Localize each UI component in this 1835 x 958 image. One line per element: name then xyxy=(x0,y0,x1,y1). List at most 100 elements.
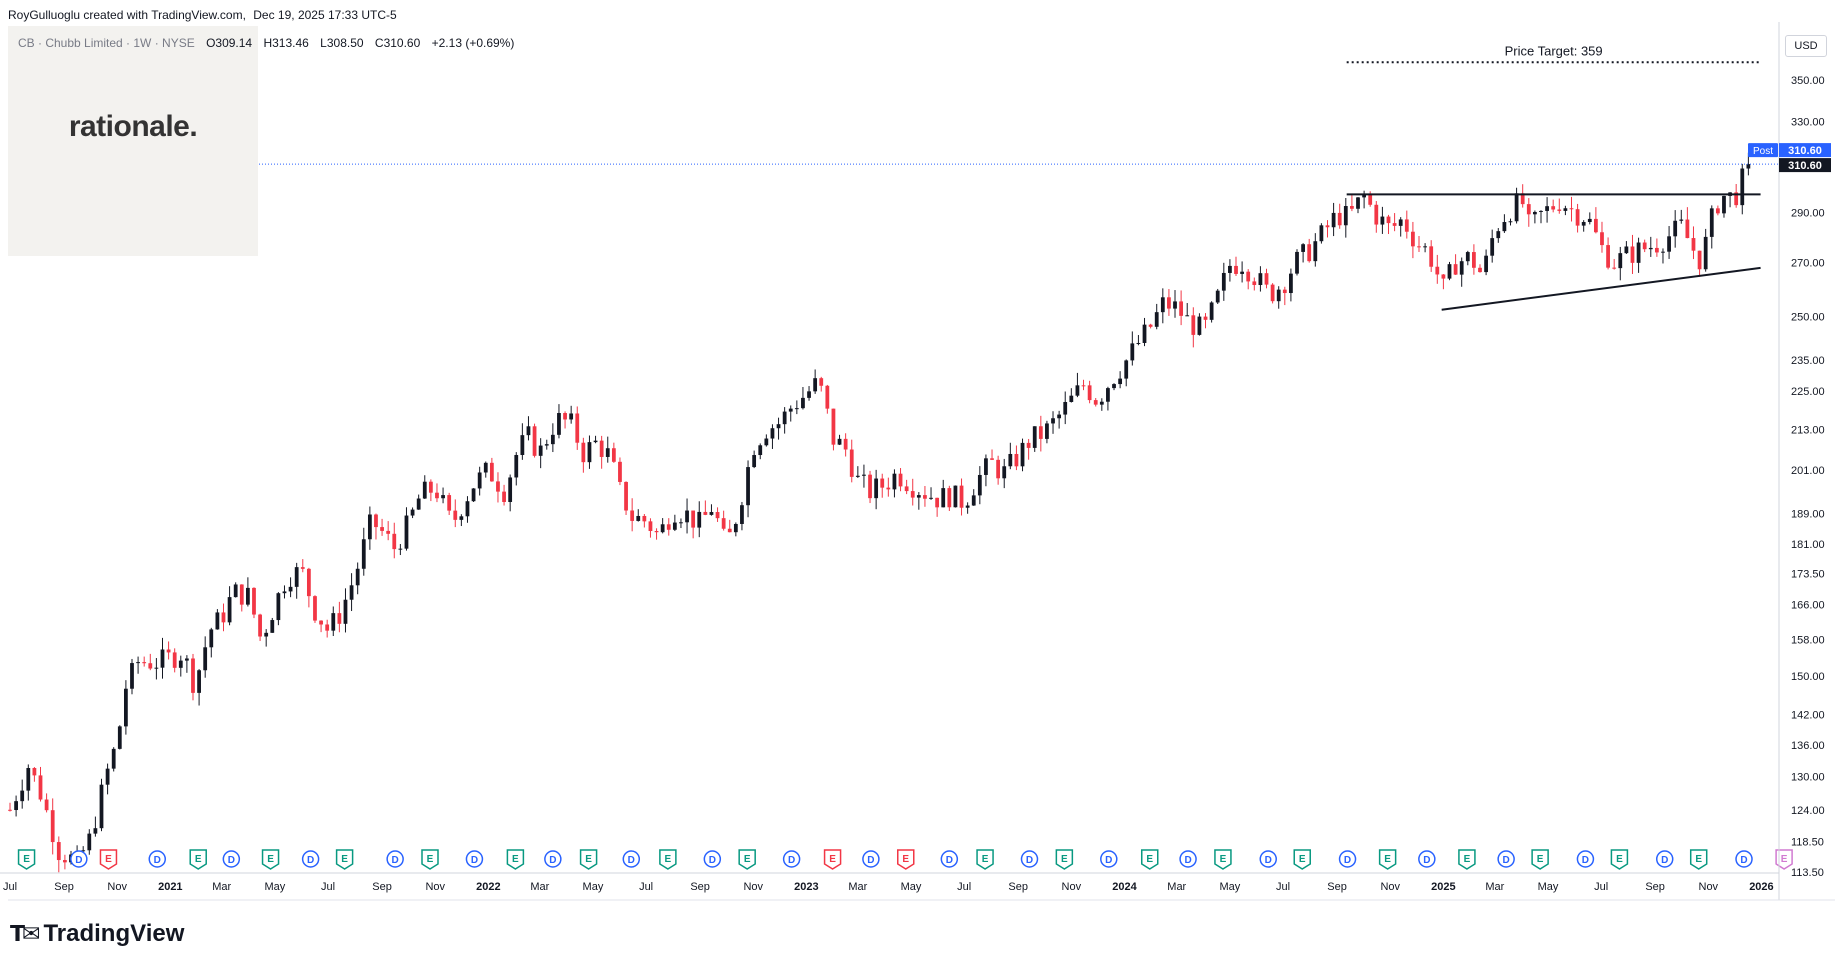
candle-body xyxy=(1069,395,1074,402)
candle-body xyxy=(276,593,281,621)
earnings-icon xyxy=(17,849,36,870)
candle-body xyxy=(1038,426,1043,439)
candle-body xyxy=(654,531,659,533)
candle-body xyxy=(1319,225,1324,242)
candle-body xyxy=(1118,378,1123,385)
candle-body xyxy=(117,726,122,749)
candle-body xyxy=(435,492,439,499)
candle-body xyxy=(758,445,763,456)
candle-body xyxy=(770,428,775,439)
candle-body xyxy=(1722,195,1726,214)
candle-body xyxy=(477,472,482,489)
time-tick-label: 2021 xyxy=(158,881,182,893)
candle-body xyxy=(313,596,317,621)
time-tick-label: Sep xyxy=(1008,881,1028,893)
candle-body xyxy=(1362,194,1366,198)
candle-body xyxy=(984,458,988,475)
candle-body xyxy=(50,810,55,843)
candle-body xyxy=(1453,264,1458,275)
candle-body xyxy=(837,438,842,445)
candle-body xyxy=(947,488,952,508)
candle-body xyxy=(361,539,366,569)
candle-body xyxy=(587,442,592,463)
dividend-icon-label: D xyxy=(1661,855,1668,866)
dividend-icon xyxy=(70,850,88,868)
candle-body xyxy=(544,444,549,446)
candle-body xyxy=(1624,246,1629,254)
dividend-icon-label: D xyxy=(1265,855,1272,866)
candle-body xyxy=(807,391,811,398)
candle-body xyxy=(1197,316,1202,335)
candle-body xyxy=(941,488,946,508)
candle-body xyxy=(459,516,464,520)
earnings-icon xyxy=(1775,849,1793,870)
candle-body xyxy=(764,438,769,446)
price-tick-label: 124.00 xyxy=(1791,805,1825,817)
tradingview-logo-icon: 𝗧✉ xyxy=(10,921,41,946)
earnings-icon xyxy=(421,849,439,870)
candle-body xyxy=(87,833,92,851)
candle-body xyxy=(325,624,330,631)
candle-body xyxy=(557,413,561,435)
time-tick-label: 2026 xyxy=(1749,881,1773,893)
candle-body xyxy=(1106,388,1110,402)
high-value: H313.46 xyxy=(263,36,309,50)
tradingview-brand[interactable]: 𝗧✉ TradingView xyxy=(10,920,184,948)
time-tick-label: Jul xyxy=(321,881,335,893)
candle-body xyxy=(1404,219,1409,232)
candle-body xyxy=(32,768,37,776)
dividend-icon xyxy=(862,850,880,868)
candle-body xyxy=(1203,316,1208,320)
candle-body xyxy=(282,591,287,594)
currency-selector[interactable]: USD xyxy=(1785,35,1827,57)
post-tag-label: Post xyxy=(1753,146,1773,157)
earnings-icon-label: E xyxy=(744,854,751,865)
candle-body xyxy=(1234,265,1238,274)
candle-body xyxy=(1746,164,1751,169)
candle-body xyxy=(801,397,805,409)
candle-body xyxy=(526,426,531,436)
candle-body xyxy=(624,481,628,511)
candle-body xyxy=(569,413,574,420)
dividend-icon-label: D xyxy=(1344,855,1351,866)
candle-body xyxy=(1417,246,1421,248)
candle-body xyxy=(337,613,342,624)
candle-body xyxy=(1423,246,1427,248)
dividend-icon xyxy=(1020,850,1039,868)
candle-body xyxy=(56,842,61,861)
candle-body xyxy=(1508,221,1513,223)
earnings-icon-label: E xyxy=(195,854,202,865)
candle-body xyxy=(1374,204,1379,225)
candle-body xyxy=(618,461,622,482)
candle-body xyxy=(709,512,714,515)
time-tick-label: May xyxy=(901,881,922,893)
dividend-icon xyxy=(940,850,959,868)
post-price-label: 310.60 xyxy=(1788,145,1822,157)
candle-body xyxy=(1337,212,1342,226)
dividend-icon xyxy=(544,850,562,868)
earnings-icon-label: E xyxy=(427,854,434,865)
candle-body xyxy=(904,486,909,492)
candle-body xyxy=(679,522,683,524)
candle-body xyxy=(1618,253,1623,269)
candle-body xyxy=(197,670,201,693)
candle-body xyxy=(880,478,885,488)
dividend-icon-label: D xyxy=(1105,855,1112,866)
symbol-name[interactable]: CB · Chubb Limited · 1W · NYSE xyxy=(18,36,195,50)
candle-body xyxy=(258,614,262,637)
candle-body xyxy=(355,568,360,586)
dividend-icon xyxy=(622,850,641,868)
candle-body xyxy=(1045,423,1049,439)
time-tick-label: Jul xyxy=(639,881,653,893)
candle-body xyxy=(471,488,476,502)
candle-body xyxy=(1630,246,1635,263)
candle-body xyxy=(124,688,128,727)
dividend-icon-label: D xyxy=(1423,855,1430,866)
candle-body xyxy=(20,790,25,802)
dividend-icon xyxy=(1418,850,1436,868)
earnings-icon-label: E xyxy=(512,854,519,865)
dividend-icon xyxy=(703,850,722,868)
price-tick-label: 330.00 xyxy=(1791,116,1825,128)
candle-body xyxy=(245,587,250,605)
